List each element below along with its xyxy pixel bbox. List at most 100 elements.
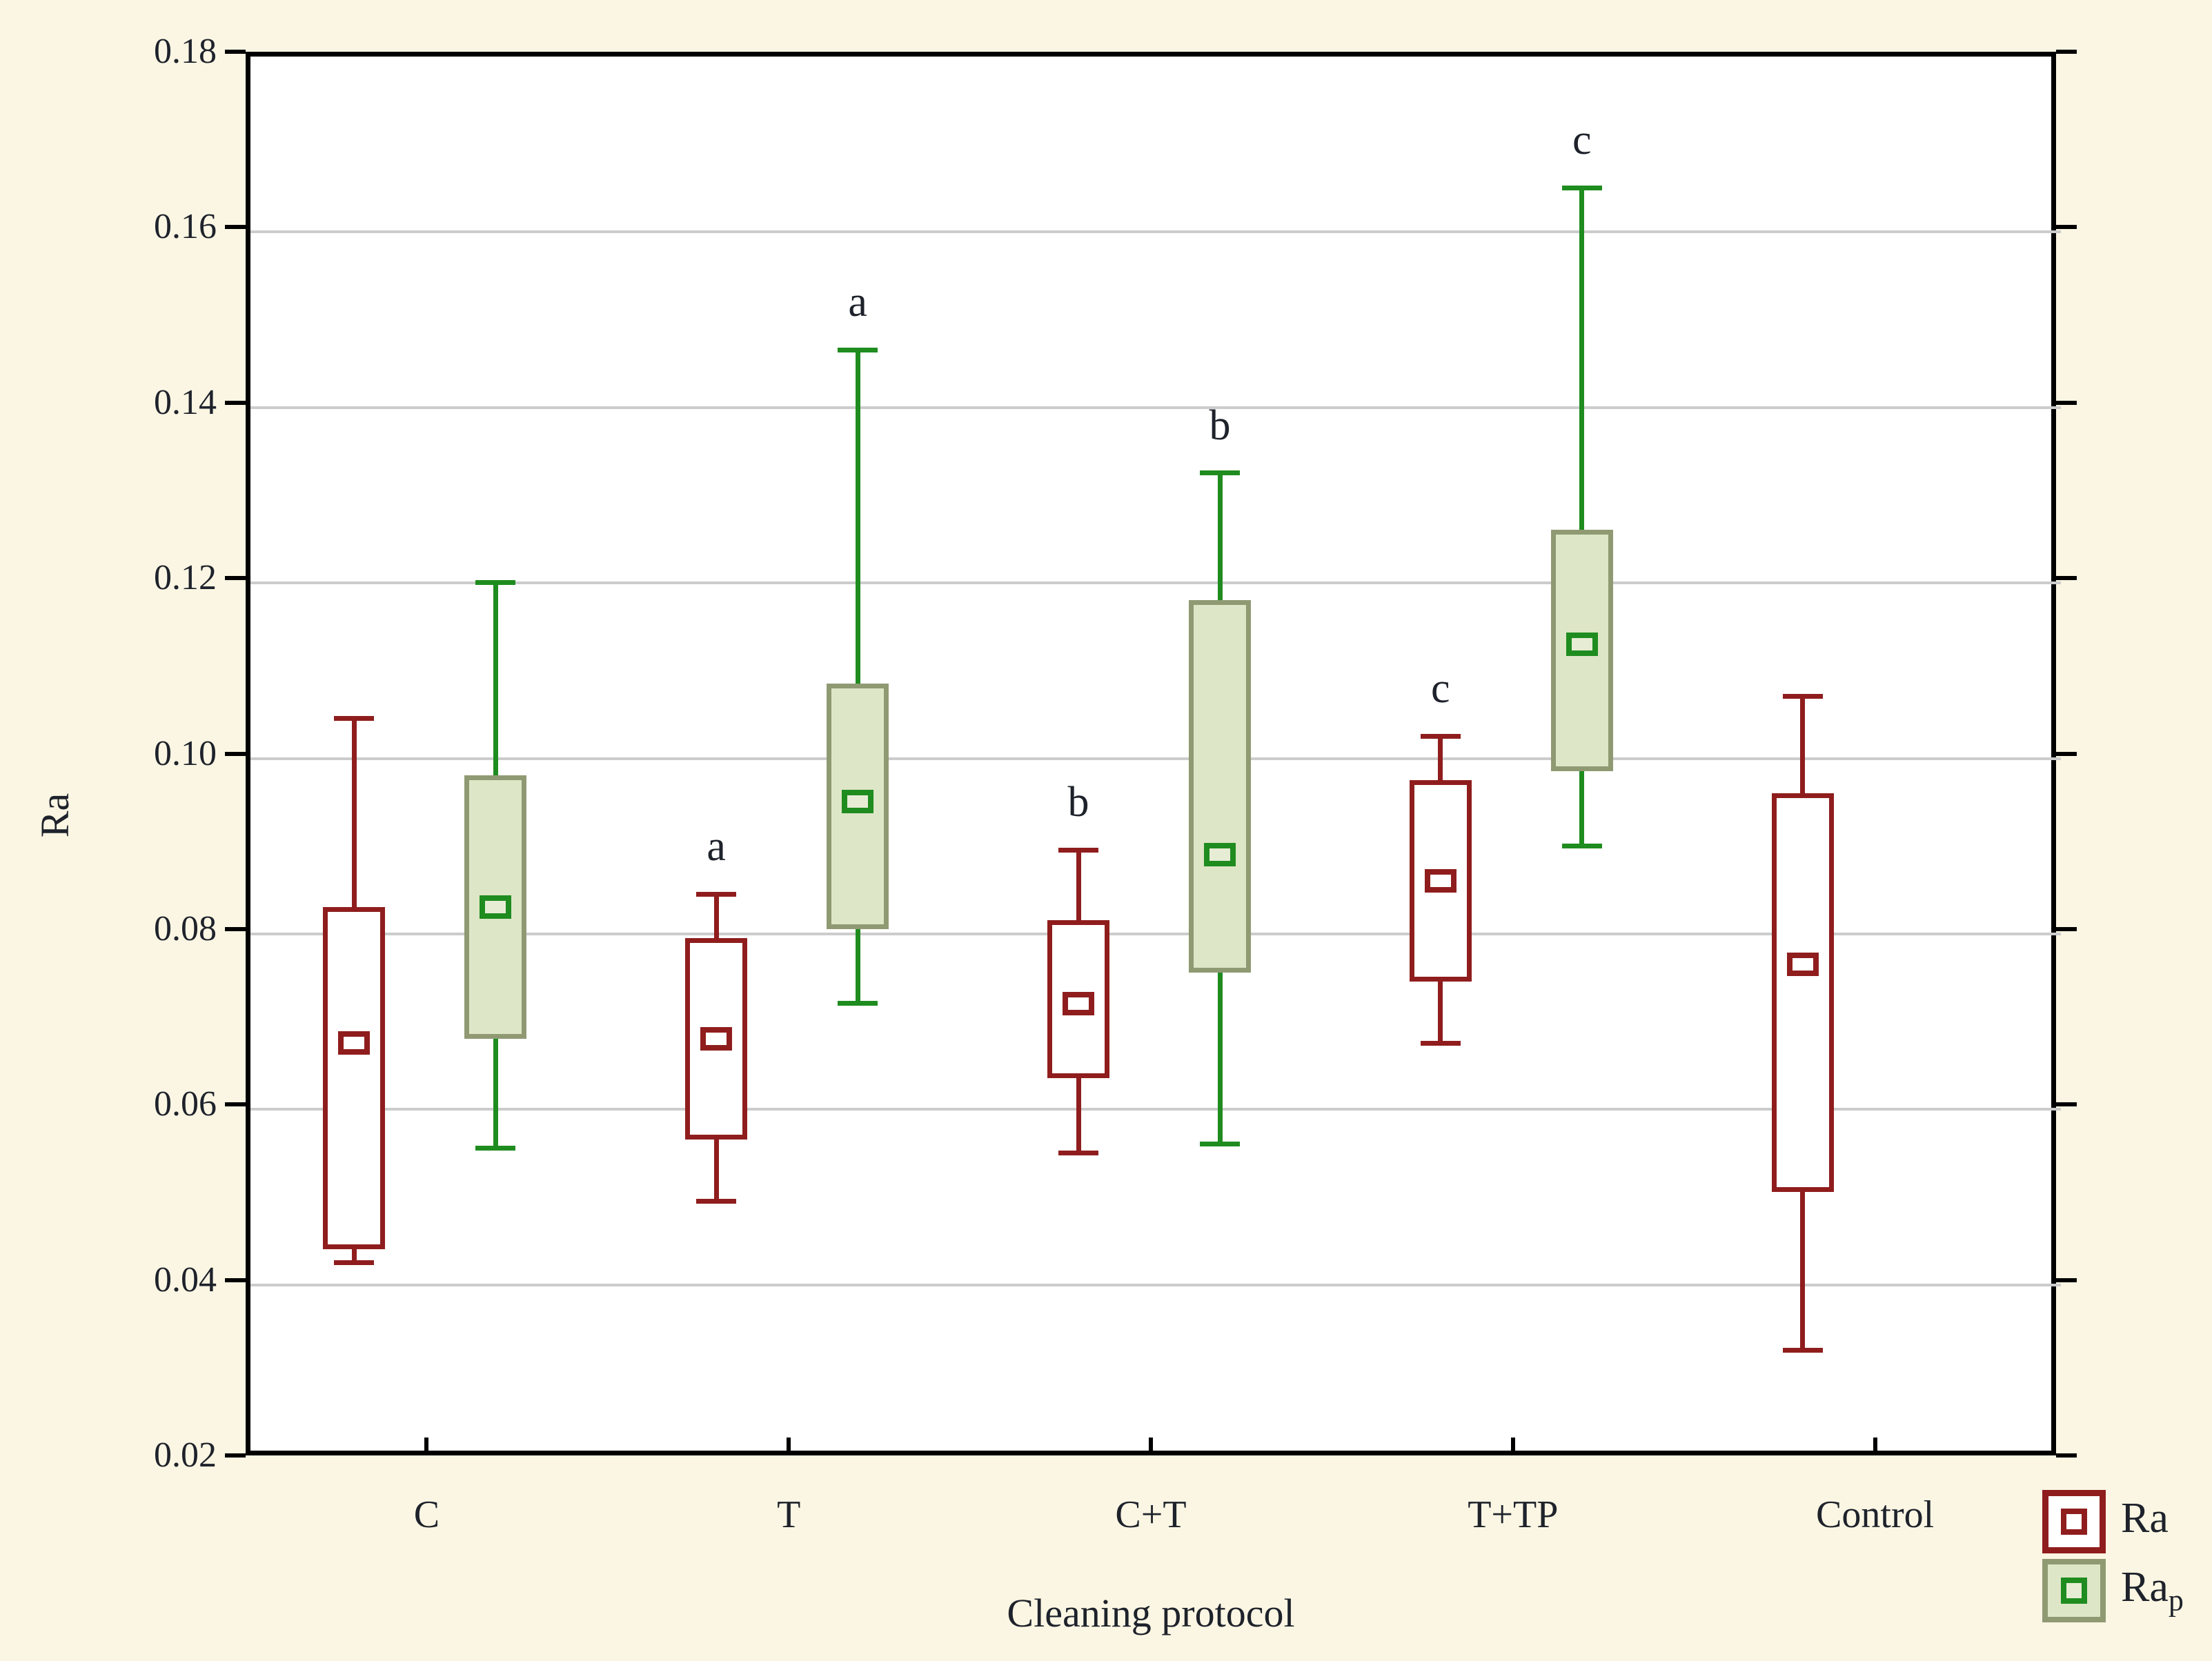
median-marker-rap-T: [842, 790, 874, 814]
y-tick-left-0.06: [225, 1102, 246, 1107]
y-tick-label-0.08: 0.08: [154, 908, 217, 948]
whisker-lower-ra-T+TP: [1438, 982, 1443, 1044]
whisker-cap-high-ra-Control: [1782, 694, 1823, 699]
y-tick-right-0.12: [2056, 576, 2077, 581]
whisker-lower-ra-Control: [1800, 1192, 1806, 1351]
plot-area: [246, 52, 2061, 1455]
median-marker-ra-Control: [1786, 952, 1819, 976]
significance-letter-rap-T: a: [848, 279, 867, 326]
y-tick-right-0.18: [2056, 50, 2077, 54]
x-axis-title: Cleaning protocol: [1007, 1591, 1295, 1635]
whisker-lower-rap-T+TP: [1579, 770, 1585, 846]
y-tick-label-0.14: 0.14: [154, 382, 217, 422]
ra-median-swatch-icon: [2061, 1509, 2087, 1535]
whisker-cap-high-ra-C+T: [1058, 847, 1098, 853]
x-category-label-C+T: C+T: [1115, 1493, 1187, 1536]
x-tick-C+T: [1149, 1438, 1153, 1455]
whisker-upper-rap-T+TP: [1579, 188, 1585, 530]
y-tick-left-0.18: [225, 50, 246, 54]
rap-box-swatch-icon: [2042, 1559, 2106, 1622]
x-category-label-T+TP: T+TP: [1468, 1493, 1559, 1536]
y-tick-right-0.08: [2056, 926, 2077, 931]
legend-label-rap-text: Ra: [2121, 1563, 2169, 1611]
whisker-cap-low-ra-T+TP: [1420, 1040, 1461, 1046]
whisker-upper-rap-C+T: [1217, 473, 1223, 600]
median-marker-rap-C+T: [1204, 842, 1236, 866]
y-tick-label-0.18: 0.18: [154, 32, 217, 71]
median-marker-ra-T+TP: [1424, 868, 1456, 893]
y-tick-right-0.10: [2056, 751, 2077, 756]
whisker-cap-low-rap-T: [838, 1001, 878, 1006]
median-marker-ra-C: [338, 1031, 371, 1055]
whisker-upper-ra-T: [713, 894, 719, 938]
y-axis-title: Ra: [32, 793, 77, 837]
whisker-cap-low-rap-C: [475, 1146, 516, 1151]
significance-letter-ra-C+T: b: [1067, 779, 1089, 826]
significance-letter-ra-T+TP: c: [1431, 665, 1450, 713]
gridline-0.14: [250, 406, 2061, 409]
y-tick-right-0.02: [2056, 1453, 2077, 1458]
whisker-lower-rap-T: [855, 928, 860, 1004]
gridline-0.08: [250, 932, 2061, 935]
whisker-upper-rap-C: [493, 582, 498, 776]
x-category-label-Control: Control: [1816, 1493, 1935, 1536]
whisker-lower-ra-T: [713, 1140, 719, 1202]
legend-label-ra-text: Ra: [2121, 1494, 2169, 1542]
y-tick-left-0.04: [225, 1277, 246, 1282]
box-ra-Control: [1771, 793, 1834, 1193]
rap-median-swatch-icon: [2061, 1578, 2087, 1604]
legend-label-rap: Rap: [2121, 1566, 2184, 1615]
whisker-cap-high-ra-T+TP: [1420, 733, 1461, 739]
y-tick-left-0.10: [225, 751, 246, 756]
median-marker-ra-T: [700, 1026, 733, 1051]
y-tick-right-0.06: [2056, 1102, 2077, 1107]
y-tick-right-0.14: [2056, 400, 2077, 405]
box-ra-C: [323, 907, 386, 1250]
whisker-cap-low-ra-C: [334, 1260, 375, 1265]
whisker-lower-ra-C+T: [1076, 1078, 1081, 1153]
x-tick-T: [787, 1438, 791, 1455]
y-tick-left-0.14: [225, 400, 246, 405]
y-tick-left-0.02: [225, 1453, 246, 1458]
whisker-upper-ra-T+TP: [1438, 736, 1443, 780]
gridline-0.10: [250, 757, 2061, 760]
whisker-upper-ra-Control: [1800, 696, 1806, 793]
y-tick-label-0.10: 0.10: [154, 733, 217, 773]
y-tick-right-0.04: [2056, 1277, 2077, 1282]
x-category-label-C: C: [413, 1493, 440, 1536]
whisker-upper-ra-C+T: [1076, 850, 1081, 921]
legend: Ra Rap: [2042, 1490, 2212, 1655]
legend-label-rap-sub: p: [2168, 1583, 2184, 1618]
gridline-0.04: [250, 1283, 2061, 1286]
whisker-cap-high-rap-T: [838, 347, 878, 352]
x-tick-T+TP: [1510, 1438, 1515, 1455]
box-rap-C+T: [1189, 599, 1251, 973]
median-marker-rap-C: [480, 895, 512, 919]
whisker-cap-low-rap-T+TP: [1561, 843, 1602, 848]
ra-box-swatch-icon: [2042, 1490, 2106, 1553]
whisker-cap-high-rap-C: [475, 579, 516, 585]
whisker-cap-low-ra-C+T: [1058, 1150, 1098, 1155]
x-tick-Control: [1873, 1438, 1877, 1455]
legend-item-ra: Ra: [2042, 1490, 2169, 1553]
y-tick-right-0.16: [2056, 225, 2077, 230]
y-tick-left-0.12: [225, 576, 246, 581]
whisker-lower-ra-C: [351, 1249, 357, 1263]
gridline-0.12: [250, 581, 2061, 585]
y-tick-label-0.06: 0.06: [154, 1084, 217, 1124]
y-tick-label-0.16: 0.16: [154, 207, 217, 247]
significance-letter-rap-T+TP: c: [1572, 117, 1592, 164]
whisker-upper-ra-C: [351, 718, 357, 908]
gridline-0.06: [250, 1108, 2061, 1111]
significance-letter-rap-C+T: b: [1209, 401, 1231, 449]
legend-label-ra: Ra: [2121, 1497, 2169, 1546]
y-tick-left-0.16: [225, 225, 246, 230]
gridline-0.16: [250, 230, 2061, 234]
x-tick-C: [424, 1438, 429, 1455]
whisker-cap-high-rap-T+TP: [1561, 185, 1602, 190]
legend-item-rap: Rap: [2042, 1559, 2184, 1622]
whisker-cap-low-ra-Control: [1782, 1347, 1823, 1353]
whisker-cap-high-ra-T: [696, 891, 737, 897]
whisker-lower-rap-C+T: [1217, 973, 1223, 1144]
